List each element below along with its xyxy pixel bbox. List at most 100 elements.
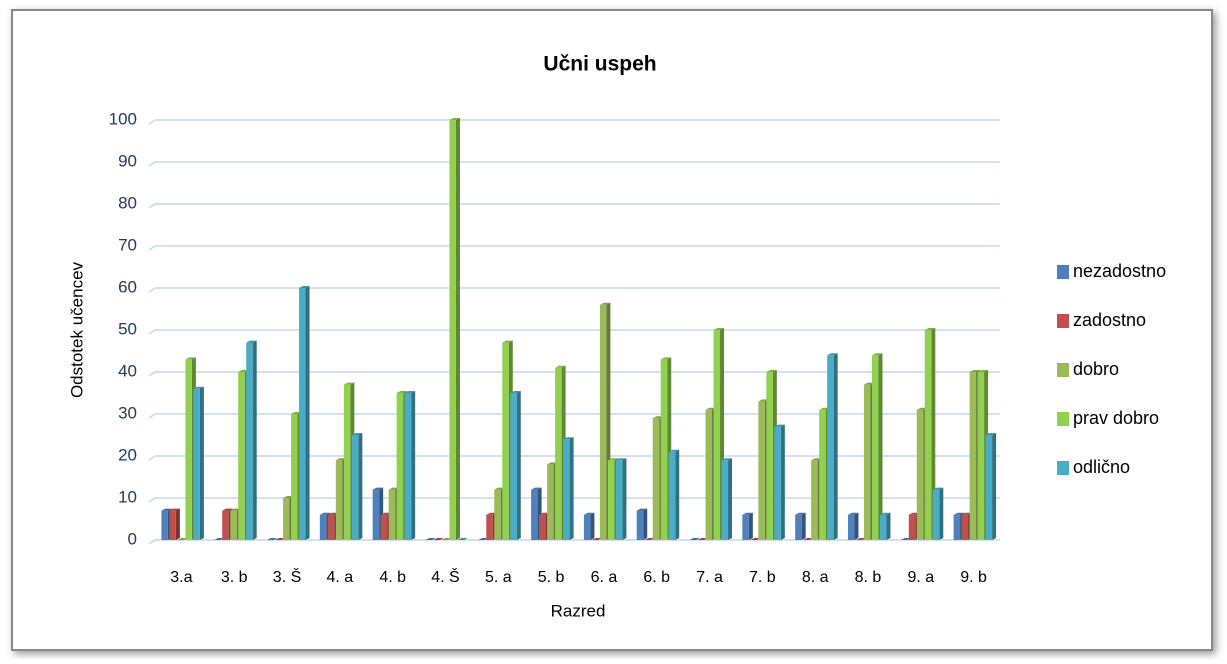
bar-side xyxy=(590,512,595,540)
bar-top xyxy=(847,512,859,515)
bar xyxy=(985,435,993,540)
bar xyxy=(380,514,388,540)
y-tick-label: 20 xyxy=(118,445,137,464)
y-tick-label: 60 xyxy=(118,277,137,296)
bar xyxy=(969,372,977,540)
grid-line xyxy=(148,287,1000,293)
bar-top xyxy=(977,370,989,372)
bar-top xyxy=(924,328,936,330)
bar xyxy=(343,384,351,540)
y-tick-label: 100 xyxy=(109,109,137,128)
bar-top xyxy=(404,391,416,393)
bar-top xyxy=(615,458,627,461)
bar xyxy=(713,330,721,540)
bar-side xyxy=(643,508,648,540)
bar-top xyxy=(351,433,363,435)
bar xyxy=(396,393,404,540)
bar xyxy=(636,510,644,540)
legend-label: dobro xyxy=(1073,359,1119,379)
bar xyxy=(169,510,176,540)
bar-top xyxy=(177,538,188,540)
legend-label: nezadostno xyxy=(1073,261,1166,281)
bar xyxy=(283,498,290,540)
bar xyxy=(510,393,517,540)
x-axis-title: Razred xyxy=(551,601,606,620)
bar-top xyxy=(380,512,392,515)
bar xyxy=(652,418,660,540)
bar-top xyxy=(457,538,468,540)
bar-top xyxy=(238,370,249,372)
bar xyxy=(563,439,570,540)
bar-top xyxy=(660,357,672,360)
bar-top xyxy=(932,487,944,490)
bar-top xyxy=(668,449,680,452)
bar-side xyxy=(455,118,460,540)
bar-top xyxy=(531,487,542,490)
bar-top xyxy=(388,487,400,490)
bar-side xyxy=(931,328,936,540)
bar xyxy=(351,435,359,540)
legend-swatch xyxy=(1057,412,1069,426)
bar xyxy=(953,514,961,540)
x-tick-label: 8. b xyxy=(855,569,882,586)
bar-top xyxy=(583,512,595,515)
bar xyxy=(977,372,985,540)
bar xyxy=(185,359,192,540)
bar-top xyxy=(214,538,225,540)
bar xyxy=(924,330,932,540)
bar-side xyxy=(728,458,733,540)
x-tick-label: 9. b xyxy=(960,569,987,586)
bar-top xyxy=(563,437,574,440)
bar xyxy=(774,426,781,540)
bar xyxy=(871,355,879,540)
x-tick-label: 4. Š xyxy=(431,567,459,586)
bar-top xyxy=(750,538,761,540)
bar-top xyxy=(267,538,278,540)
bar-side xyxy=(569,437,574,540)
bar xyxy=(615,460,623,540)
bar-side xyxy=(175,508,180,540)
bar-top xyxy=(478,538,489,540)
bar-top xyxy=(502,340,513,343)
bar xyxy=(705,409,713,540)
x-tick-label: 3. b xyxy=(221,569,248,586)
bar xyxy=(908,514,916,540)
x-tick-label: 6. a xyxy=(591,569,618,586)
bar xyxy=(819,409,826,540)
bar xyxy=(531,489,538,540)
x-tick-label: 9. a xyxy=(907,569,934,586)
x-tick-label: 7. b xyxy=(749,569,776,586)
bar-side xyxy=(878,353,883,540)
bar xyxy=(161,510,168,540)
bar-side xyxy=(305,286,310,540)
bar-top xyxy=(230,508,241,511)
bar-top xyxy=(591,538,603,540)
bar-top xyxy=(335,458,347,461)
bar xyxy=(742,514,749,540)
bar-side xyxy=(622,458,627,540)
y-axis-title: Odstotek učencev xyxy=(67,261,86,398)
x-tick-label: 4. a xyxy=(327,569,354,586)
grid-line xyxy=(148,161,1000,167)
bar xyxy=(319,514,327,540)
bar-top xyxy=(863,382,875,385)
bar xyxy=(193,388,200,540)
bar-side xyxy=(748,512,753,540)
bar xyxy=(961,514,969,540)
chart-title: Učni uspeh xyxy=(543,53,656,76)
bar-top xyxy=(486,512,497,515)
bar-side xyxy=(833,353,838,540)
bar xyxy=(486,514,493,540)
x-tick-label: 6. b xyxy=(643,569,670,586)
bar-top xyxy=(161,508,172,511)
bar-side xyxy=(252,340,257,540)
legend-swatch xyxy=(1057,314,1069,328)
bar-top xyxy=(246,340,257,343)
bar-top xyxy=(539,512,550,515)
x-tick-label: 8. a xyxy=(802,569,829,586)
bar xyxy=(335,460,343,540)
bar-top xyxy=(433,538,444,540)
bar xyxy=(721,460,729,540)
bar xyxy=(388,489,396,540)
